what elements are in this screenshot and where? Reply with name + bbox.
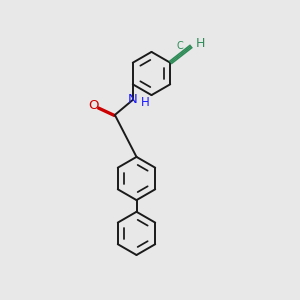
Text: H: H [196,37,206,50]
Text: C: C [177,41,184,51]
Text: N: N [128,93,138,106]
Text: H: H [141,96,150,110]
Text: O: O [88,99,99,112]
